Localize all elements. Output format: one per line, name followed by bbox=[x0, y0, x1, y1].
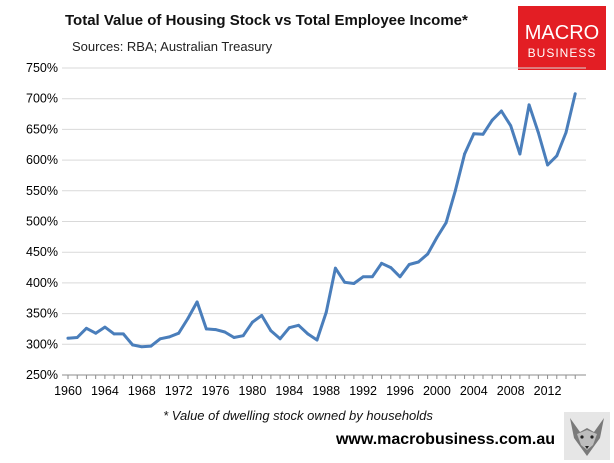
data-point bbox=[352, 282, 356, 285]
data-point bbox=[306, 332, 310, 336]
x-tick-label: 2004 bbox=[460, 384, 488, 398]
data-point bbox=[251, 320, 254, 324]
y-tick-label: 300% bbox=[26, 337, 58, 351]
series-line bbox=[66, 92, 577, 349]
data-point bbox=[186, 317, 190, 320]
footnote: * Value of dwelling stock owned by house… bbox=[163, 408, 433, 423]
data-point bbox=[324, 310, 328, 314]
data-point bbox=[112, 332, 116, 336]
data-point bbox=[444, 221, 448, 225]
x-tick-label: 1988 bbox=[312, 384, 340, 398]
data-point bbox=[168, 335, 171, 339]
data-point bbox=[278, 337, 282, 341]
y-tick-label: 650% bbox=[26, 122, 58, 136]
x-tick-label: 1996 bbox=[386, 384, 414, 398]
data-point bbox=[463, 152, 466, 156]
data-point bbox=[241, 334, 245, 338]
data-point bbox=[398, 275, 402, 279]
data-point bbox=[334, 266, 337, 270]
y-tick-label: 450% bbox=[26, 245, 58, 259]
x-tick-label: 2008 bbox=[497, 384, 525, 398]
data-point bbox=[555, 154, 559, 158]
data-point bbox=[149, 344, 153, 348]
y-tick-label: 250% bbox=[26, 368, 58, 382]
y-tick-label: 350% bbox=[26, 307, 58, 321]
x-tick-label: 1964 bbox=[91, 384, 119, 398]
logo-line-2: BUSINESS bbox=[528, 46, 597, 60]
data-point bbox=[509, 124, 513, 128]
data-point bbox=[287, 326, 291, 330]
x-axis: 1960 1964 1968 1972 1976 1980 1984 1988 1992 1996… bbox=[54, 374, 586, 398]
data-point bbox=[85, 326, 88, 330]
data-point bbox=[518, 152, 522, 156]
data-point bbox=[140, 345, 144, 349]
data-point bbox=[158, 337, 162, 341]
data-point bbox=[315, 338, 319, 342]
data-point bbox=[223, 330, 227, 334]
data-point bbox=[453, 189, 457, 193]
data-point bbox=[343, 280, 347, 284]
series-group bbox=[66, 92, 577, 349]
data-point bbox=[75, 336, 79, 339]
x-tick-label: 2012 bbox=[534, 384, 562, 398]
x-tick-label: 1968 bbox=[128, 384, 156, 398]
grid-lines bbox=[62, 67, 586, 376]
data-point bbox=[546, 163, 549, 167]
data-point bbox=[269, 329, 273, 333]
x-tick-label: 1992 bbox=[349, 384, 377, 398]
data-point bbox=[472, 132, 476, 136]
y-tick-label: 600% bbox=[26, 153, 58, 167]
wolf-icon bbox=[564, 412, 610, 460]
data-point bbox=[177, 331, 181, 335]
data-point bbox=[426, 252, 430, 256]
data-point bbox=[94, 331, 98, 335]
x-tick-label: 1960 bbox=[54, 384, 82, 398]
logo-line-1: MACRO bbox=[525, 22, 599, 44]
y-tick-label: 500% bbox=[26, 215, 58, 229]
chart-subtitle: Sources: RBA; Australian Treasury bbox=[72, 39, 273, 54]
data-point bbox=[121, 332, 125, 336]
y-tick-label: 700% bbox=[26, 92, 58, 106]
data-point bbox=[435, 236, 439, 239]
data-point bbox=[195, 300, 199, 304]
data-point bbox=[527, 103, 531, 107]
x-tick-label: 1984 bbox=[275, 384, 303, 398]
data-point bbox=[417, 260, 420, 264]
macrobusiness-logo: MACRO BUSINESS bbox=[518, 6, 606, 70]
y-tick-label: 750% bbox=[26, 61, 58, 75]
data-point bbox=[260, 314, 264, 317]
chart-title: Total Value of Housing Stock vs Total Em… bbox=[65, 12, 468, 29]
data-point bbox=[370, 275, 374, 279]
y-tick-label: 400% bbox=[26, 276, 58, 290]
website-url: www.macrobusiness.com.au bbox=[335, 431, 555, 448]
data-point bbox=[232, 336, 236, 339]
y-tick-label: 550% bbox=[26, 184, 58, 198]
data-point bbox=[361, 275, 365, 279]
x-tick-label: 1976 bbox=[202, 384, 230, 398]
logo-background bbox=[518, 6, 606, 70]
data-point bbox=[481, 132, 485, 136]
x-tick-label: 1980 bbox=[239, 384, 267, 398]
data-point bbox=[564, 131, 568, 134]
x-tick-label: 1972 bbox=[165, 384, 193, 398]
data-point bbox=[380, 261, 383, 265]
data-point bbox=[389, 266, 393, 269]
y-axis-ticks: 250% 300% 350% 400% 450% 500% 550% 600% 650% 700%… bbox=[26, 61, 58, 382]
data-point bbox=[297, 323, 300, 327]
data-point bbox=[573, 92, 577, 96]
data-point bbox=[103, 325, 107, 329]
data-point bbox=[407, 263, 411, 266]
data-point bbox=[131, 343, 134, 347]
data-point bbox=[214, 328, 217, 331]
data-point bbox=[204, 327, 208, 331]
x-tick-label: 2000 bbox=[423, 384, 451, 398]
data-point bbox=[490, 118, 494, 122]
data-point bbox=[66, 336, 70, 340]
data-point bbox=[536, 131, 540, 134]
data-point bbox=[500, 109, 503, 113]
